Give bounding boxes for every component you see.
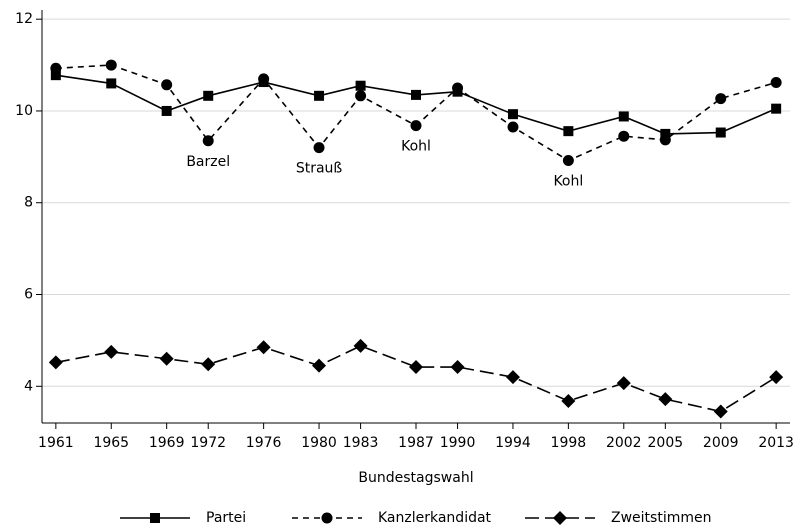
x-tick-label: 2002 [606, 435, 642, 451]
x-tick-label: 1990 [440, 435, 476, 451]
marker [561, 393, 576, 408]
x-tick-label: 1969 [149, 435, 185, 451]
annotation: Kohl [401, 139, 431, 155]
y-tick-label: 4 [24, 378, 33, 394]
marker [50, 62, 62, 74]
marker [411, 89, 421, 100]
x-tick-label: 2005 [648, 435, 684, 451]
marker [203, 90, 214, 101]
marker [201, 357, 216, 372]
marker [256, 340, 271, 355]
marker [409, 360, 423, 375]
y-tick-label: 12 [15, 11, 33, 27]
marker [258, 73, 270, 85]
marker [563, 126, 574, 137]
marker [355, 80, 366, 91]
x-axis-label: Bundestagswahl [358, 470, 473, 486]
marker [410, 120, 422, 132]
series-line [55, 345, 777, 413]
marker [507, 109, 518, 120]
x-tick-label: 1987 [398, 435, 434, 451]
annotation: Barzel [186, 154, 230, 170]
marker [658, 392, 673, 407]
x-tick-label: 1961 [38, 435, 74, 451]
marker [353, 338, 368, 353]
marker [355, 90, 367, 102]
y-tick-label: 6 [24, 287, 33, 303]
marker [507, 121, 519, 133]
y-tick-label: 10 [15, 103, 33, 119]
annotation: Strauß [296, 161, 343, 177]
legend-label: Zweitstimmen [611, 510, 711, 526]
legend-marker [321, 512, 333, 524]
marker [48, 355, 63, 370]
marker [769, 370, 784, 385]
marker [562, 155, 574, 167]
marker [314, 90, 325, 101]
marker [106, 78, 117, 89]
marker [659, 134, 671, 146]
marker [660, 128, 671, 139]
x-tick-label: 1980 [301, 435, 337, 451]
x-tick-label: 2009 [703, 435, 739, 451]
y-tick-label: 8 [24, 195, 33, 211]
marker [715, 127, 726, 138]
marker [312, 358, 327, 373]
legend-marker [553, 511, 567, 525]
x-tick-label: 2013 [758, 435, 794, 451]
marker [104, 344, 119, 359]
legend-item: Partei [120, 510, 246, 526]
marker [715, 93, 727, 105]
marker [313, 142, 325, 154]
marker [159, 351, 174, 366]
marker [202, 135, 214, 147]
marker [452, 82, 464, 94]
legend-label: Partei [206, 510, 246, 526]
marker [618, 130, 630, 142]
x-tick-label: 1998 [551, 435, 587, 451]
marker [161, 105, 172, 116]
legend-label: Kanzlerkandidat [378, 510, 492, 526]
marker [450, 360, 465, 375]
marker [161, 79, 173, 91]
marker [50, 70, 61, 81]
x-tick-label: 1994 [495, 435, 531, 451]
legend-item: Zweitstimmen [525, 510, 711, 526]
x-tick-label: 1965 [93, 435, 129, 451]
marker [771, 103, 782, 114]
marker [770, 77, 782, 89]
x-tick-label: 1976 [246, 435, 282, 451]
x-tick-label: 1972 [190, 435, 226, 451]
marker [618, 111, 629, 122]
x-tick-label: 1983 [343, 435, 379, 451]
marker [616, 376, 631, 391]
marker [505, 370, 520, 385]
legend-item: Kanzlerkandidat [292, 510, 492, 526]
marker [713, 404, 728, 419]
marker [105, 59, 117, 71]
annotation: Kohl [553, 174, 583, 190]
legend-marker [150, 513, 160, 523]
